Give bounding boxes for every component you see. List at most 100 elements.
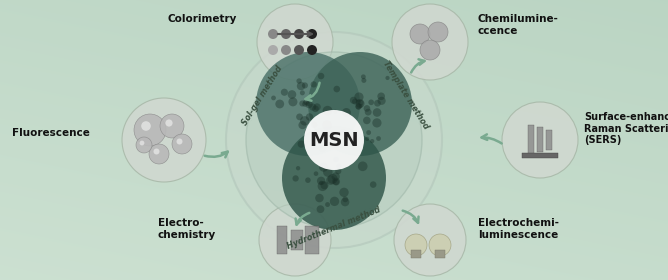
- Circle shape: [330, 197, 339, 206]
- Circle shape: [304, 110, 364, 170]
- Text: Colorimetry: Colorimetry: [168, 14, 237, 24]
- Circle shape: [297, 82, 305, 90]
- Circle shape: [294, 29, 304, 39]
- Circle shape: [317, 177, 325, 185]
- Circle shape: [420, 40, 440, 60]
- Text: Chemilumine-
ccence: Chemilumine- ccence: [478, 14, 559, 36]
- Circle shape: [385, 76, 389, 80]
- Circle shape: [282, 126, 386, 230]
- Circle shape: [141, 121, 151, 131]
- Circle shape: [323, 167, 333, 177]
- Circle shape: [318, 73, 325, 79]
- Circle shape: [359, 104, 363, 108]
- Circle shape: [311, 81, 317, 88]
- Circle shape: [319, 181, 323, 185]
- Circle shape: [333, 143, 338, 148]
- Circle shape: [306, 102, 310, 106]
- Circle shape: [309, 103, 316, 111]
- Circle shape: [355, 99, 365, 108]
- Circle shape: [281, 89, 288, 96]
- Bar: [537, 127, 543, 152]
- Circle shape: [303, 99, 309, 105]
- Circle shape: [268, 45, 278, 55]
- Bar: [435, 250, 445, 258]
- Circle shape: [322, 120, 332, 130]
- Bar: [277, 226, 287, 254]
- Circle shape: [323, 106, 333, 116]
- Circle shape: [328, 174, 337, 184]
- Circle shape: [365, 137, 369, 141]
- Circle shape: [405, 234, 427, 256]
- Circle shape: [392, 4, 468, 80]
- Circle shape: [271, 95, 276, 100]
- Circle shape: [358, 100, 363, 106]
- Circle shape: [300, 116, 309, 126]
- Circle shape: [365, 109, 371, 116]
- Circle shape: [351, 136, 356, 141]
- Circle shape: [289, 97, 297, 106]
- Circle shape: [259, 204, 331, 276]
- Circle shape: [376, 136, 381, 141]
- Circle shape: [154, 148, 160, 155]
- Circle shape: [296, 166, 300, 170]
- Circle shape: [306, 113, 313, 121]
- Circle shape: [246, 52, 422, 228]
- Circle shape: [343, 197, 348, 202]
- Circle shape: [341, 198, 349, 206]
- Circle shape: [308, 52, 412, 156]
- Circle shape: [356, 99, 361, 104]
- Text: Hydrothermal method: Hydrothermal method: [286, 206, 382, 251]
- Circle shape: [299, 101, 305, 106]
- Bar: [411, 250, 421, 258]
- Circle shape: [321, 181, 329, 189]
- Circle shape: [134, 114, 166, 146]
- Circle shape: [363, 117, 371, 124]
- Circle shape: [333, 179, 339, 185]
- Circle shape: [299, 121, 307, 129]
- Text: Sol-gel method: Sol-gel method: [240, 64, 285, 127]
- Circle shape: [288, 90, 297, 99]
- Text: Template method: Template method: [381, 60, 430, 131]
- Circle shape: [333, 110, 337, 114]
- Circle shape: [317, 181, 327, 191]
- Circle shape: [394, 204, 466, 276]
- Circle shape: [351, 134, 359, 142]
- Circle shape: [160, 114, 184, 138]
- Circle shape: [305, 129, 311, 135]
- Text: MSN: MSN: [309, 130, 359, 150]
- Circle shape: [293, 175, 299, 182]
- Circle shape: [361, 74, 366, 79]
- Circle shape: [355, 103, 361, 109]
- Circle shape: [325, 202, 330, 207]
- Circle shape: [302, 101, 308, 107]
- Circle shape: [176, 139, 182, 144]
- Circle shape: [307, 29, 317, 39]
- Circle shape: [298, 141, 305, 148]
- Circle shape: [335, 168, 341, 174]
- Circle shape: [429, 234, 451, 256]
- Circle shape: [428, 22, 448, 42]
- Circle shape: [226, 32, 442, 248]
- Circle shape: [313, 103, 321, 111]
- Circle shape: [331, 172, 340, 181]
- Circle shape: [355, 104, 361, 110]
- Text: Electrochemi-
luminescence: Electrochemi- luminescence: [478, 218, 559, 240]
- Circle shape: [319, 145, 326, 153]
- Circle shape: [302, 82, 308, 88]
- Circle shape: [377, 97, 385, 105]
- Circle shape: [350, 97, 357, 104]
- Circle shape: [366, 130, 371, 135]
- Circle shape: [307, 45, 317, 55]
- Bar: [522, 153, 558, 158]
- Circle shape: [332, 178, 340, 185]
- Circle shape: [326, 176, 335, 185]
- Bar: [528, 125, 534, 155]
- Circle shape: [370, 181, 377, 188]
- Circle shape: [294, 45, 304, 55]
- Text: Surface-enhanced
Raman Scattering
(SERS): Surface-enhanced Raman Scattering (SERS): [584, 112, 668, 145]
- Circle shape: [372, 118, 381, 127]
- Circle shape: [314, 171, 319, 176]
- Circle shape: [311, 136, 319, 144]
- Circle shape: [281, 45, 291, 55]
- Circle shape: [311, 122, 317, 128]
